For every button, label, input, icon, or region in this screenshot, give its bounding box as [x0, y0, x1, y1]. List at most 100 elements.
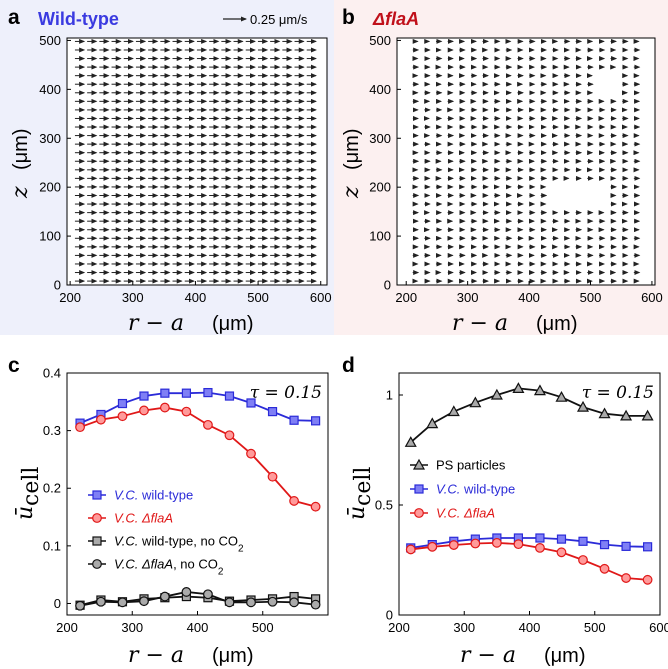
panel-b-ylabel-symbol: z: [339, 186, 364, 199]
quiver-a: [74, 38, 317, 284]
d-data-point: [576, 400, 590, 412]
c-data-point: [224, 597, 235, 608]
b-ytick-label: 100: [369, 229, 391, 244]
panel-d-ylabel-symbol: ū: [345, 506, 370, 520]
panel-a-xlabel-unit: (μm): [212, 313, 254, 335]
panel-c-letter: c: [8, 354, 20, 377]
d-data-point: [643, 542, 653, 552]
a-xtick-label: 500: [247, 290, 269, 305]
panel-b-letter: b: [342, 6, 355, 29]
d-data-point: [598, 407, 611, 419]
c-legend-marker: [92, 559, 102, 569]
panel-c: c τ = 0.15 200 300 400 500 0 0.1 0.2 0.3 0.4 V.C…: [8, 354, 329, 668]
b-ytick-label: 200: [369, 180, 391, 195]
panel-b-ylabel: z (μm): [339, 128, 364, 199]
d-data-point: [404, 436, 417, 447]
a-ytick-label: 200: [39, 180, 61, 195]
c-xtick-label: 200: [56, 620, 78, 635]
d-xtick-label: 200: [388, 620, 410, 635]
panel-c-xlabel-unit: (μm): [212, 645, 254, 667]
d-data-point: [620, 409, 633, 421]
c-data-point: [289, 597, 299, 608]
c-data-point: [117, 398, 128, 409]
panel-a-xlabel: r − a (μm): [128, 311, 254, 336]
c-data-point: [267, 471, 278, 482]
panel-c-ylabel-sub: cell: [19, 467, 44, 506]
panel-a-ylabel: z (μm): [8, 128, 33, 199]
panel-d-xlabel-unit: (μm): [544, 645, 586, 667]
c-legend-entry: V.C. wild-type: [114, 488, 193, 503]
c-xtick-label: 300: [121, 620, 143, 635]
panel-d-ylabel: ū cell: [345, 467, 376, 520]
series-d: [404, 382, 654, 585]
d-data-point: [447, 405, 460, 417]
panel-a-title: Wild-type: [38, 9, 119, 29]
d-data-point: [469, 396, 482, 408]
c-data-point: [224, 430, 235, 441]
b-xtick-label: 300: [457, 290, 479, 305]
c-data-point: [181, 388, 192, 398]
c-data-point: [246, 448, 256, 459]
c-data-point: [117, 411, 128, 422]
panel-b-title: ΔflaA: [372, 9, 419, 29]
c-ytick-label: 0: [54, 596, 61, 611]
c-data-point: [139, 596, 149, 607]
c-data-point: [267, 407, 278, 417]
panel-a-ylabel-symbol: z: [8, 186, 33, 199]
legend-d: PS particles V.C. wild-type V.C. ΔflaA: [410, 458, 515, 521]
c-data-point: [159, 591, 170, 602]
a-ytick-label: 400: [39, 82, 61, 97]
panel-a-xlabel-symbol: r − a: [128, 311, 184, 336]
panel-c-plot-area: [66, 372, 329, 616]
panel-d: d τ = 0.15 200 300 400 500 600 0 0.5 1 PS parti…: [342, 354, 668, 668]
a-xtick-label: 400: [185, 290, 207, 305]
panel-b-plot-area: [396, 37, 656, 286]
c-legend-marker: [92, 536, 102, 546]
d-ytick-label: 0.5: [375, 498, 393, 513]
d-data-point: [533, 384, 546, 396]
c-ytick-label: 0.1: [43, 538, 61, 553]
c-data-point: [160, 388, 170, 398]
d-legend-marker: [412, 458, 426, 470]
d-legend-marker: [414, 508, 424, 518]
c-data-point: [289, 496, 299, 506]
panel-c-tau: τ = 0.15: [250, 383, 322, 403]
d-xtick-label: 500: [584, 620, 606, 635]
b-xtick-label: 600: [641, 290, 663, 305]
c-data-point: [246, 398, 256, 408]
d-data-point: [535, 543, 545, 553]
d-data-point: [490, 388, 503, 400]
c-data-point: [203, 387, 213, 398]
d-legend-entry: V.C. ΔflaA: [436, 506, 495, 521]
c-data-point: [181, 406, 192, 417]
d-data-point: [621, 541, 631, 551]
panel-b-xlabel-symbol: r − a: [452, 311, 508, 336]
c-legend-marker: [92, 490, 102, 500]
c-data-point: [310, 501, 321, 512]
c-data-point: [181, 587, 192, 597]
c-data-point: [203, 589, 213, 600]
c-data-point: [310, 599, 321, 610]
d-data-point: [491, 537, 502, 548]
panel-b-xlabel: r − a (μm): [452, 311, 578, 336]
c-legend-marker: [92, 513, 102, 523]
panel-c-xlabel: r − a (μm): [128, 643, 254, 668]
panel-b-ylabel-unit: (μm): [341, 128, 363, 170]
panel-d-ylabel-sub: cell: [351, 467, 376, 506]
d-data-point: [578, 555, 588, 565]
c-ytick-label: 0.3: [43, 423, 61, 438]
d-data-point: [513, 539, 524, 550]
d-xtick-label: 300: [453, 620, 475, 635]
panel-c-xlabel-symbol: r − a: [128, 643, 184, 668]
c-data-point: [246, 597, 256, 608]
d-data-point: [470, 538, 481, 549]
d-data-point: [556, 534, 567, 544]
c-data-point: [96, 596, 106, 607]
b-xtick-label: 400: [518, 290, 540, 305]
b-ytick-label: 500: [369, 33, 391, 48]
ticks-a: 200 300 400 500 600 0 100 200 300 400 500: [39, 33, 331, 305]
a-xtick-label: 200: [59, 290, 81, 305]
panel-d-xlabel: r − a (μm): [460, 643, 586, 668]
c-ytick-label: 0.2: [43, 481, 61, 496]
